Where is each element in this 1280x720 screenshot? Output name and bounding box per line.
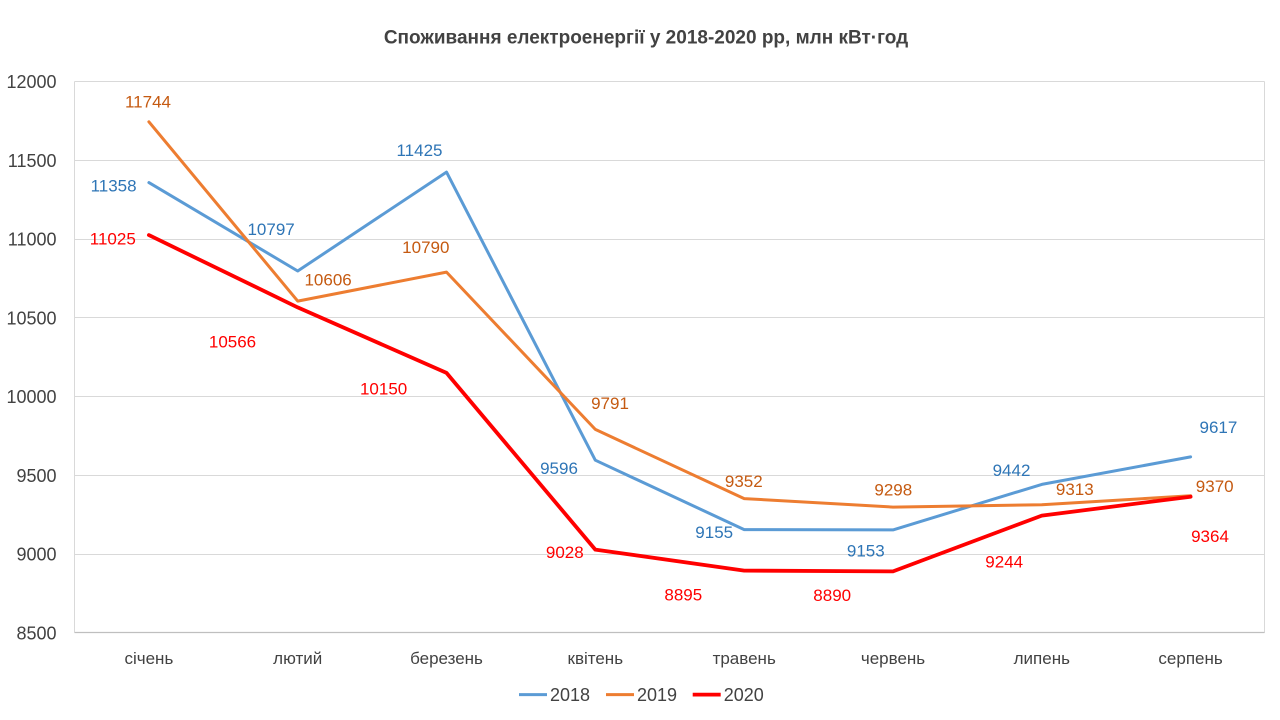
svg-text:9370: 9370	[1196, 477, 1234, 496]
svg-text:11425: 11425	[396, 141, 442, 160]
svg-text:червень: червень	[861, 649, 925, 668]
svg-text:9352: 9352	[725, 472, 763, 491]
svg-text:серпень: серпень	[1158, 649, 1222, 668]
svg-text:9000: 9000	[16, 545, 56, 565]
svg-text:2020: 2020	[724, 685, 764, 705]
svg-text:2018: 2018	[550, 685, 590, 705]
svg-text:10566: 10566	[209, 333, 256, 352]
svg-text:12000: 12000	[6, 72, 56, 92]
svg-text:липень: липень	[1014, 649, 1070, 668]
svg-text:9244: 9244	[985, 553, 1023, 572]
svg-text:лютий: лютий	[273, 649, 322, 668]
svg-text:11000: 11000	[8, 230, 57, 250]
svg-text:10606: 10606	[304, 271, 351, 290]
svg-text:квітень: квітень	[568, 649, 624, 668]
svg-text:травень: травень	[713, 649, 776, 668]
svg-text:11500: 11500	[8, 151, 57, 171]
svg-text:9298: 9298	[874, 480, 912, 499]
svg-text:8500: 8500	[16, 623, 56, 643]
svg-text:9791: 9791	[591, 394, 629, 413]
svg-text:9028: 9028	[546, 543, 584, 562]
svg-text:9500: 9500	[16, 466, 56, 486]
svg-text:9155: 9155	[695, 523, 733, 542]
svg-text:11744: 11744	[125, 93, 171, 112]
svg-text:9153: 9153	[847, 542, 885, 561]
svg-text:10790: 10790	[402, 238, 449, 257]
svg-text:січень: січень	[124, 649, 173, 668]
svg-text:9442: 9442	[993, 461, 1031, 480]
svg-text:11025: 11025	[90, 230, 136, 249]
svg-text:9364: 9364	[1191, 527, 1229, 546]
svg-text:Споживання електроенергії у 20: Споживання електроенергії у 2018-2020 рр…	[384, 28, 908, 49]
svg-text:10150: 10150	[360, 380, 407, 399]
svg-text:10797: 10797	[247, 220, 294, 239]
svg-text:9313: 9313	[1056, 480, 1094, 499]
svg-text:10500: 10500	[6, 308, 56, 328]
svg-text:8895: 8895	[664, 586, 702, 605]
svg-text:11358: 11358	[91, 176, 137, 195]
svg-text:9617: 9617	[1199, 418, 1237, 437]
svg-text:10000: 10000	[6, 387, 56, 407]
svg-text:9596: 9596	[540, 459, 578, 478]
svg-text:2019: 2019	[637, 685, 677, 705]
svg-text:8890: 8890	[813, 586, 851, 605]
svg-text:березень: березень	[410, 649, 483, 668]
